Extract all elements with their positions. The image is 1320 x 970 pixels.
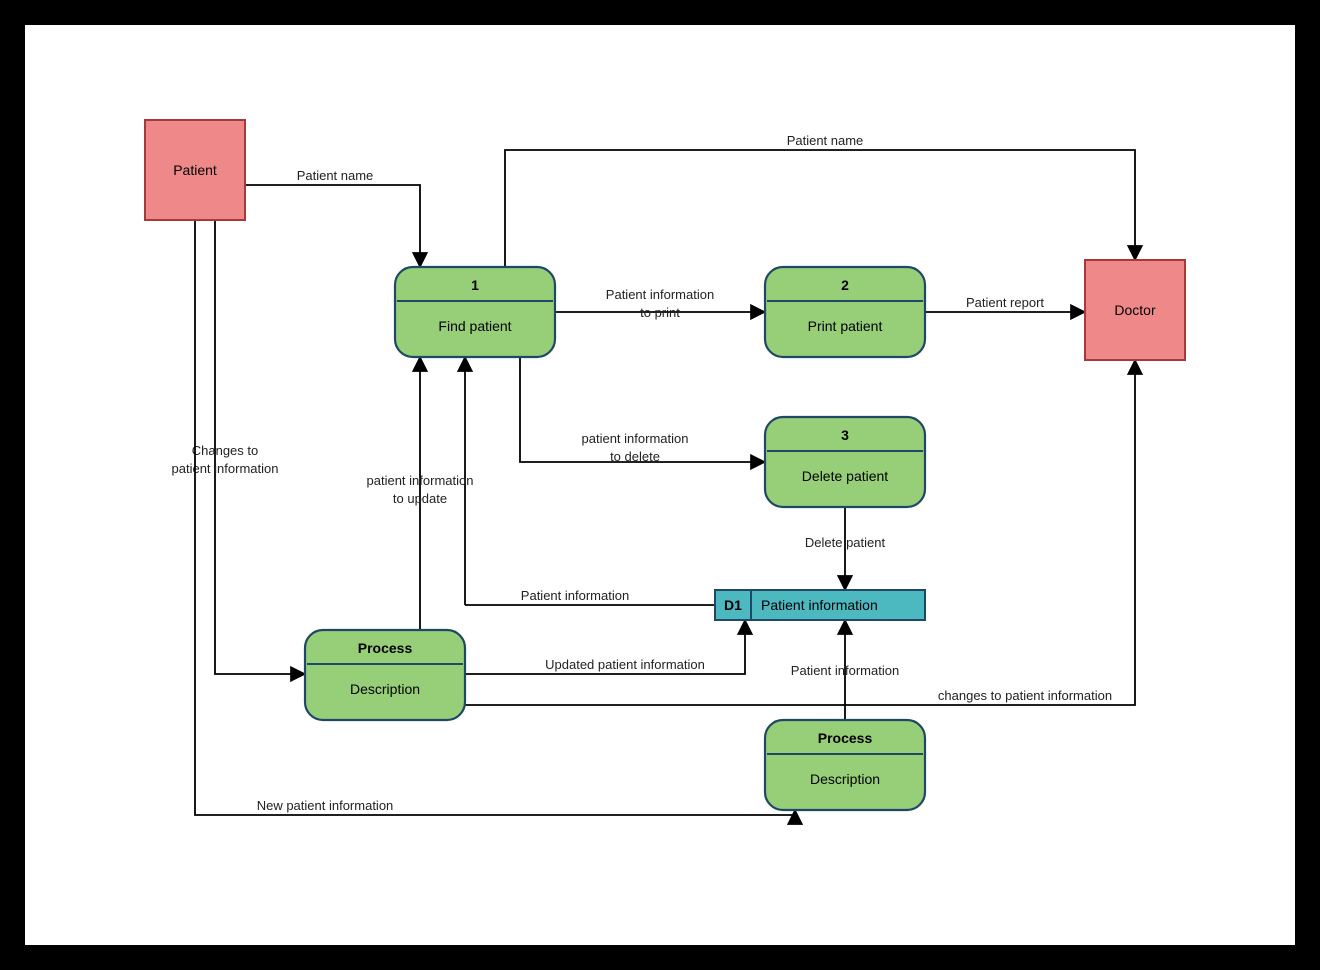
edge-label: New patient information	[257, 798, 394, 813]
edge-label: to print	[640, 305, 680, 320]
edge-label: Patient information	[791, 663, 899, 678]
node-header: 1	[471, 277, 479, 293]
edge-e12: changes to patient information	[465, 360, 1135, 705]
node-label: Patient	[173, 162, 217, 178]
node-label: Print patient	[808, 318, 883, 334]
edge-e8: Changes to patient information	[172, 220, 305, 674]
edge-e3: Patient information to print	[555, 287, 765, 320]
diagram-canvas: Patient name Patient name Patient informat…	[25, 25, 1295, 945]
node-label: Find patient	[438, 318, 511, 334]
node-header: 2	[841, 277, 849, 293]
node-header: Process	[818, 730, 873, 746]
node-label: Description	[350, 681, 420, 697]
edge-label: Changes to	[192, 443, 259, 458]
edge-label: patient information	[582, 431, 689, 446]
edge-e5: patient information to delete	[520, 357, 765, 464]
node-label: Description	[810, 771, 880, 787]
node-label: Delete patient	[802, 468, 889, 484]
edge-label: patient information	[367, 473, 474, 488]
edge-label: Patient report	[966, 295, 1044, 310]
edge-e1: Patient name	[245, 168, 420, 267]
edge-label: Patient name	[297, 168, 374, 183]
edge-label: patient information	[172, 461, 279, 476]
node-patient: Patient	[145, 120, 245, 220]
dfd-svg: Patient name Patient name Patient informat…	[25, 25, 1295, 945]
node-proc2: Process Description	[765, 720, 925, 810]
outer-frame: Patient name Patient name Patient informat…	[0, 0, 1320, 970]
edge-e4: Patient report	[925, 295, 1085, 312]
node-doctor: Doctor	[1085, 260, 1185, 360]
edge-label: Patient information	[606, 287, 714, 302]
edge-label: changes to patient information	[938, 688, 1112, 703]
node-delete: 3 Delete patient	[765, 417, 925, 507]
edge-label: Patient information	[521, 588, 629, 603]
edge-e2: Patient name	[505, 133, 1135, 267]
node-print: 2 Print patient	[765, 267, 925, 357]
edge-label: to delete	[610, 449, 660, 464]
edge-e10: Delete patient	[805, 507, 886, 590]
edge-e9: Updated patient information	[465, 620, 745, 674]
node-proc1: Process Description	[305, 630, 465, 720]
nodes-group: Patient Doctor 1 Find patient 2 Print patient…	[145, 120, 1185, 810]
edge-label: to update	[393, 491, 447, 506]
node-ds: D1 Patient information	[715, 590, 925, 620]
datastore-id: D1	[724, 597, 742, 613]
node-find: 1 Find patient	[395, 267, 555, 357]
node-header: Process	[358, 640, 413, 656]
node-header: 3	[841, 427, 849, 443]
datastore-label: Patient information	[761, 597, 878, 613]
edge-label: Updated patient information	[545, 657, 705, 672]
edge-e6: Patient information	[465, 357, 715, 605]
node-label: Doctor	[1114, 302, 1156, 318]
edge-label: Delete patient	[805, 535, 886, 550]
edge-label: Patient name	[787, 133, 864, 148]
edge-e7: patient information to update	[367, 357, 474, 630]
